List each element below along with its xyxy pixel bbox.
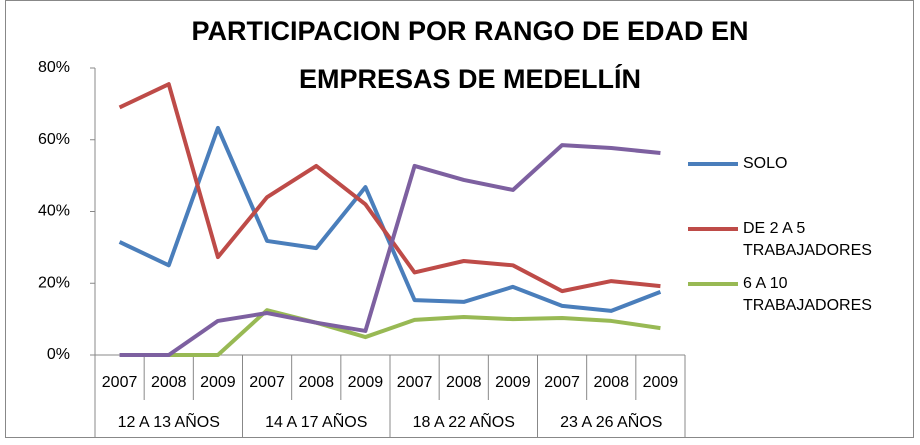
series-line [118,82,661,294]
group-label: 14 A 17 AÑOS [265,411,367,431]
x-tick-label: 2007 [249,374,285,391]
chart-border [5,0,914,438]
chart-title: EMPRESAS DE MEDELLÍN [299,63,641,94]
x-tick-label: 2009 [200,374,236,391]
legend-label: 6 A 10 TRABAJADORES [743,275,872,314]
legend-label: DE 2 A 5 TRABAJADORES [743,220,872,259]
y-tick-label: 40% [38,203,70,220]
x-tick-label: 2008 [298,374,334,391]
y-tick-label: 60% [38,131,70,148]
series-line [119,143,661,357]
x-tick-label: 2007 [102,374,138,391]
x-tick-label: 2009 [348,374,384,391]
series-line [119,308,661,357]
x-tick-label: 2007 [397,374,433,391]
x-tick-label: 2009 [495,374,531,391]
y-tick-label: 80% [38,59,70,76]
group-label: 18 A 22 AÑOS [413,411,515,431]
group-label: 12 A 13 AÑOS [118,411,220,431]
x-tick-label: 2008 [593,374,629,391]
legend-label: SOLO [743,155,788,172]
x-tick-label: 2008 [446,374,482,391]
y-tick-label: 20% [38,274,70,291]
x-tick-label: 2007 [544,374,580,391]
y-tick-label: 0% [47,346,70,363]
chart-title: PARTICIPACION POR RANGO DE EDAD EN [191,16,748,46]
x-tick-label: 2008 [151,374,187,391]
group-label: 23 A 26 AÑOS [560,411,662,431]
x-tick-label: 2009 [643,374,679,391]
